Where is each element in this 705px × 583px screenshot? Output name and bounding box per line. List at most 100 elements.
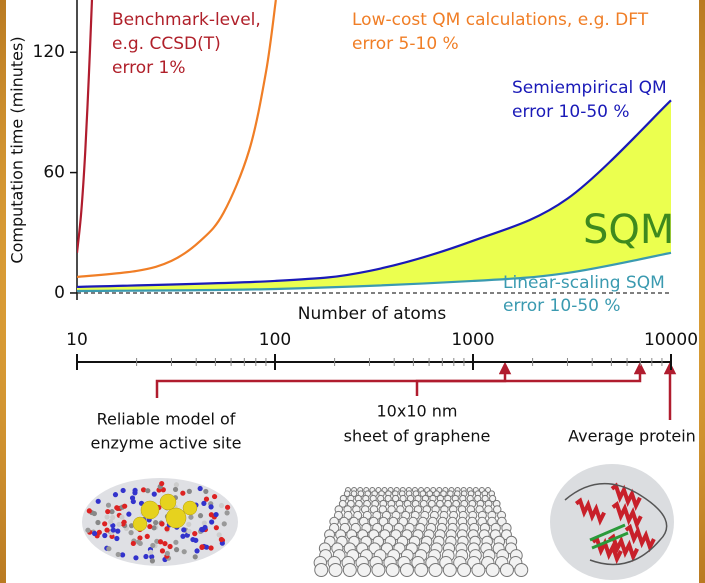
atom (203, 489, 208, 494)
annotation: Benchmark-level, (112, 10, 261, 30)
atom (113, 492, 118, 497)
y-tick-label: 120 (33, 42, 65, 62)
atom (136, 539, 141, 544)
atom (96, 499, 101, 504)
page: {"chart_data": {"type": "line", "y_label… (0, 0, 705, 583)
y-tick-label: 60 (43, 163, 65, 183)
atom (131, 541, 136, 546)
atom (181, 527, 186, 532)
atom (131, 499, 136, 504)
atom (158, 539, 163, 544)
x-tick-label: 1000 (451, 330, 494, 350)
atom (212, 494, 217, 499)
ligand (160, 494, 176, 510)
x-tick-label: 10 (66, 330, 88, 350)
illustrations (82, 464, 674, 580)
caption: 10x10 nm (377, 402, 458, 421)
atom (104, 527, 109, 532)
atom (159, 521, 164, 526)
annotation: Semiempirical QM (512, 78, 667, 98)
atom (148, 550, 153, 555)
atom (193, 554, 198, 559)
carbon-ring (343, 564, 356, 577)
atom (87, 508, 92, 513)
atom (128, 530, 133, 535)
ligand (141, 501, 159, 519)
atom (120, 552, 125, 557)
atom (182, 549, 187, 554)
atom (115, 529, 120, 534)
annotation: error 10-50 % (512, 102, 630, 122)
atom (132, 488, 137, 493)
atom (126, 512, 131, 517)
annotation: e.g. CCSD(T) (112, 34, 221, 54)
y-tick-label: 0 (54, 283, 65, 303)
carbon-ring (329, 564, 342, 577)
atom (108, 519, 113, 524)
atom (102, 533, 107, 538)
atom (104, 514, 109, 519)
atom (167, 544, 172, 549)
carbon-ring (415, 564, 428, 577)
atom (153, 520, 158, 525)
atom (85, 528, 90, 533)
atom (213, 512, 218, 517)
atom (114, 536, 119, 541)
caption: enzyme active site (91, 434, 242, 453)
atom (192, 531, 197, 536)
atom (199, 527, 204, 532)
atom (209, 512, 214, 517)
protein-surface (550, 464, 674, 580)
chart: Computation time (minutes) Number of ato… (0, 0, 705, 583)
atom (208, 545, 213, 550)
atom (225, 505, 230, 510)
atom (225, 510, 230, 515)
carbon-ring (386, 564, 399, 577)
atom (102, 521, 107, 526)
atom (122, 504, 127, 509)
atom (150, 558, 155, 563)
atom (133, 555, 138, 560)
carbon-ring (515, 564, 528, 577)
atom (106, 546, 111, 551)
atom (116, 552, 121, 557)
carbon-ring (472, 564, 485, 577)
atom (160, 548, 165, 553)
carbon-ring (486, 564, 499, 577)
carbon-ring (372, 564, 385, 577)
carbon-ring (400, 564, 413, 577)
atom (209, 519, 214, 524)
atom (188, 515, 193, 520)
atom (162, 541, 167, 546)
atom (105, 509, 110, 514)
carbon-ring (429, 564, 442, 577)
atom (117, 522, 122, 527)
atom (190, 537, 195, 542)
caption: Average protein (568, 427, 696, 446)
annotation: SQM (583, 207, 674, 253)
atom (208, 504, 213, 509)
x-tick-label: 10000 (644, 330, 698, 350)
carbon-ring (500, 564, 513, 577)
atom (187, 489, 192, 494)
atom (222, 521, 227, 526)
atom (198, 486, 203, 491)
atom (159, 481, 164, 486)
atom (174, 482, 179, 487)
atom (121, 488, 126, 493)
atom (186, 522, 191, 527)
x-tick-label: 100 (259, 330, 291, 350)
atom (201, 501, 206, 506)
atom (174, 547, 179, 552)
atom (173, 540, 178, 545)
ligand (183, 501, 197, 515)
atom (217, 532, 222, 537)
atom (180, 491, 185, 496)
x-axis-label: Number of atoms (298, 304, 447, 324)
caption: Reliable model of (97, 410, 236, 429)
atom (119, 515, 124, 520)
atom (97, 530, 102, 535)
atom (145, 488, 150, 493)
atom (219, 537, 224, 542)
carbon-ring (315, 564, 328, 577)
